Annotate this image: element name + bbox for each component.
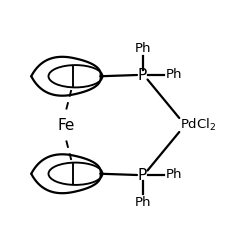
Text: Ph: Ph	[166, 168, 182, 181]
Text: P: P	[138, 168, 147, 182]
Text: P: P	[138, 68, 147, 82]
Text: Fe: Fe	[58, 118, 75, 132]
Text: Ph: Ph	[134, 42, 151, 54]
Text: PdCl$_2$: PdCl$_2$	[180, 117, 217, 133]
Text: Ph: Ph	[166, 68, 182, 82]
Text: Ph: Ph	[134, 196, 151, 208]
